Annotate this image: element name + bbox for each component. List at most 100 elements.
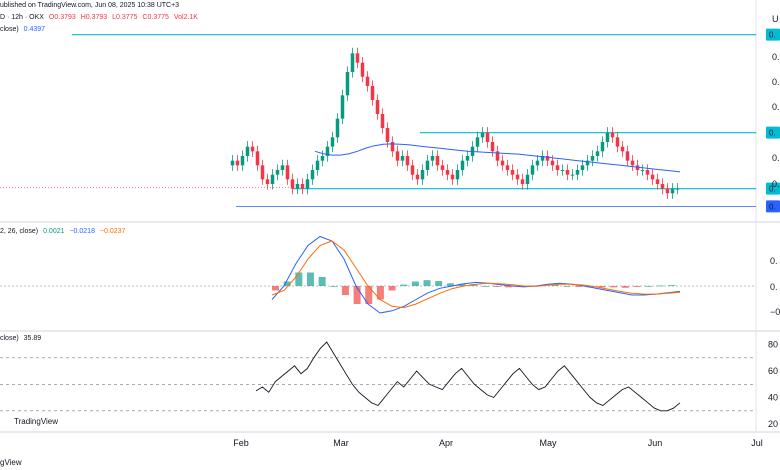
x-axis-tick: Jun — [648, 438, 663, 448]
candle-body — [400, 156, 405, 161]
macd-line — [271, 235, 681, 314]
x-axis-tick: May — [539, 438, 557, 448]
candle-body — [390, 142, 395, 152]
candle-body — [255, 151, 260, 166]
macd-value-2: −0.0218 — [69, 228, 95, 235]
candle-body — [380, 114, 385, 128]
candle-body — [415, 174, 420, 180]
macd-ytick: 0. — [770, 256, 778, 266]
volume-value: Vol2.1K — [173, 14, 198, 21]
macd-histogram-bar — [446, 283, 454, 286]
macd-histogram-bar — [341, 286, 349, 295]
price-badge-label: 0. — [769, 31, 776, 40]
candle-body — [530, 165, 535, 175]
candle-body — [565, 170, 570, 175]
candle-body — [670, 188, 675, 194]
price-ytick: 0. — [772, 77, 780, 87]
candle-body — [585, 160, 590, 166]
candle-body — [620, 146, 625, 152]
brand-footer: gView — [0, 458, 25, 467]
candle-body — [395, 151, 400, 161]
candle-body — [560, 170, 565, 171]
x-axis-tick: Jul — [751, 438, 763, 448]
ohlc-legend: D · 12h · OKX O0.3793 H0.3793 L0.3775 C0… — [0, 14, 201, 21]
candle-body — [310, 170, 315, 180]
macd-histogram-bar — [470, 284, 478, 286]
candle-body — [275, 170, 280, 175]
candle-body — [305, 179, 310, 189]
candle-body — [250, 146, 255, 152]
candle-body — [630, 160, 635, 166]
macd-histogram-bar — [505, 286, 513, 288]
candle-body — [265, 179, 270, 184]
candle-body — [450, 174, 455, 180]
currency-label: U — [772, 14, 780, 24]
candle-body — [480, 132, 485, 138]
price-badge — [766, 182, 780, 195]
price-badge — [766, 126, 780, 139]
symbol-text: D · 12h · OKX — [0, 14, 44, 21]
price-ytick: 0. — [772, 179, 780, 189]
macd-histogram-bar — [668, 285, 676, 286]
candle-body — [555, 165, 560, 170]
candle-body — [290, 179, 295, 189]
macd-histogram-bar — [388, 286, 396, 291]
macd-histogram-bar — [306, 272, 314, 286]
candle-body — [615, 137, 620, 147]
candle-body — [545, 156, 550, 161]
signal-line — [271, 240, 681, 309]
candle-body — [340, 95, 345, 119]
rsi-ytick: 40 — [768, 393, 778, 403]
candle-body — [320, 156, 325, 161]
candle-body — [475, 137, 480, 147]
candle-body — [330, 137, 335, 147]
macd-histogram-bar — [598, 286, 606, 288]
candle-body — [485, 132, 490, 142]
candle-body — [490, 142, 495, 152]
candle-body — [465, 156, 470, 161]
ma-label: close) — [0, 26, 19, 33]
open-value: O0.3793 — [48, 14, 76, 21]
candle-body — [455, 170, 460, 180]
candle-body — [235, 160, 240, 166]
price-ytick: 0. — [772, 102, 780, 112]
macd-histogram-bar — [318, 277, 326, 286]
rsi-ytick: 80 — [768, 340, 778, 350]
macd-histogram-bar — [353, 286, 361, 304]
candle-body — [535, 160, 540, 166]
candle-body — [550, 160, 555, 166]
macd-histogram-bar — [365, 286, 373, 304]
candle-body — [505, 165, 510, 170]
rsi-line — [255, 341, 681, 412]
axes-layer: Feb Mar Apr May Jun Jul — [233, 438, 763, 448]
candle-body — [270, 174, 275, 184]
macd-histogram-bar — [493, 286, 501, 287]
candle-body — [610, 132, 615, 138]
candle-body — [370, 86, 375, 100]
high-value: H0.3793 — [80, 14, 108, 21]
rsi-ytick: 60 — [768, 366, 778, 376]
candle-body — [230, 160, 235, 166]
macd-histogram-bar — [633, 286, 641, 287]
price-ytick: 0. — [772, 52, 780, 62]
candle-body — [285, 165, 290, 180]
macd-legend: 2, 26, close) 0.0021 −0.0218 −0.0237 — [0, 228, 128, 235]
candle-body — [575, 170, 580, 175]
candle-body — [515, 174, 520, 180]
macd-histogram-bar — [481, 286, 489, 287]
macd-ytick: −0 — [770, 307, 780, 317]
candle-body — [510, 170, 515, 175]
candle-body — [570, 174, 575, 176]
candle-body — [405, 156, 410, 166]
price-badge — [766, 28, 780, 41]
rsi-legend: close) 35.89 — [0, 335, 44, 342]
publish-info: ublished on TradingView.com, Jun 08, 202… — [0, 2, 182, 9]
macd-histogram-bar — [400, 284, 408, 286]
macd-pane: 0. 0. −0 — [0, 235, 780, 317]
candle-body — [655, 179, 660, 184]
ma-value: 0.4397 — [23, 26, 46, 33]
candle-body — [375, 100, 380, 114]
candle-body — [345, 72, 350, 96]
low-value: L0.3775 — [112, 14, 138, 21]
